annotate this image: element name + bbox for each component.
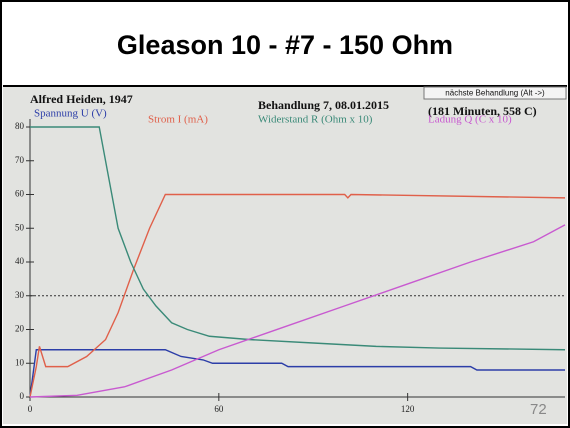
y-tick-label: 30: [15, 290, 25, 300]
x-tick-label: 120: [401, 404, 415, 414]
x-tick-label: 0: [28, 404, 33, 414]
y-tick-label: 0: [20, 391, 25, 401]
legend-label: Spannung U (V): [34, 108, 107, 120]
series-line: [29, 349, 565, 398]
series-line: [29, 224, 566, 398]
chart-title: Gleason 10 - #7 - 150 Ohm: [117, 30, 453, 60]
patient: Alfred Heiden, 1947: [30, 92, 133, 106]
y-tick-label: 70: [15, 155, 25, 165]
y-tick-label: 60: [15, 189, 25, 199]
y-tick-label: 50: [15, 222, 25, 232]
next-button-label[interactable]: nächste Behandlung (Alt ->): [445, 89, 545, 98]
series-line: [29, 193, 566, 398]
y-tick-label: 40: [15, 256, 25, 266]
legend-label: Widerstand R (Ohm x 10): [258, 114, 373, 126]
y-tick-label: 80: [15, 121, 25, 131]
legend-label: Strom I (mA): [148, 114, 208, 126]
slide-number: 72: [530, 401, 547, 418]
session: Behandlung 7, 08.01.2015: [258, 98, 389, 112]
y-tick-label: 20: [15, 324, 25, 334]
legend-label: Ladung Q (C x 10): [428, 114, 512, 126]
screen: [3, 86, 567, 424]
next-button[interactable]: [423, 86, 567, 100]
y-tick-label: 10: [15, 357, 25, 367]
summary: (181 Minuten, 558 C): [428, 104, 537, 118]
series-line: [30, 126, 566, 351]
x-tick-label: 60: [214, 404, 224, 414]
